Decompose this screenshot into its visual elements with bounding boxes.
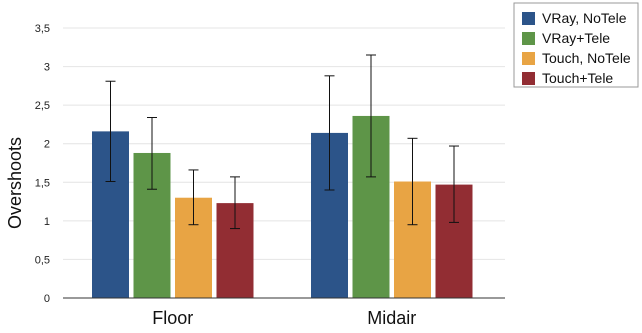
legend-swatch — [522, 52, 535, 65]
y-tick-label: 1 — [44, 216, 50, 228]
y-axis-label: Overshoots — [5, 137, 25, 229]
x-axis-categories: Floor Midair — [152, 308, 416, 328]
legend-label: Touch+Tele — [542, 70, 613, 86]
legend-label: VRay+Tele — [542, 30, 610, 46]
legend-swatch — [522, 72, 535, 85]
y-tick-label: 1,5 — [35, 177, 50, 189]
legend-label: VRay, NoTele — [542, 10, 627, 26]
legend: VRay, NoTele VRay+Tele Touch, NoTele Touch+… — [513, 2, 639, 88]
x-category-label: Floor — [152, 308, 193, 328]
y-tick-label: 0 — [44, 293, 50, 305]
y-tick-label: 3,5 — [35, 23, 50, 35]
y-tick-label: 0,5 — [35, 254, 50, 266]
legend-swatch — [522, 32, 535, 45]
legend-label: Touch, NoTele — [542, 50, 631, 66]
legend-swatch — [522, 12, 535, 25]
y-tick-label: 3 — [44, 62, 50, 74]
y-tick-label: 2,5 — [35, 100, 50, 112]
x-category-label: Midair — [367, 308, 416, 328]
y-axis-ticks: 0 0,5 1 1,5 2 2,5 3 3,5 — [35, 23, 50, 305]
error-bars — [105, 54, 459, 230]
y-tick-label: 2 — [44, 139, 50, 151]
